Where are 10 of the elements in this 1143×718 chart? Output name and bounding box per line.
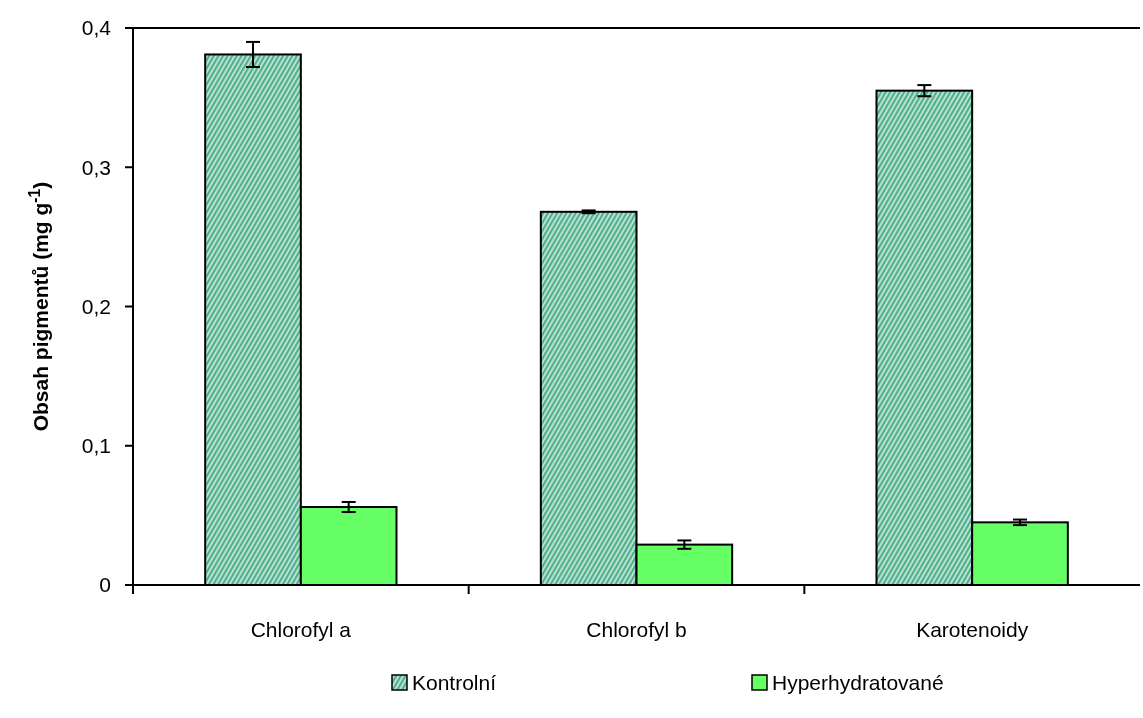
y-tick-label: 0,4 xyxy=(81,16,112,40)
legend-label: Hyperhydratované xyxy=(772,671,944,694)
legend-label: Kontrolní xyxy=(412,671,497,694)
x-tick-label: Karotenoidy xyxy=(916,618,1029,641)
y-tick-label: 0,1 xyxy=(81,434,111,458)
y-tick-label: 0,2 xyxy=(81,294,111,318)
y-tick-label: 0,3 xyxy=(81,155,111,179)
y-tick-label: 0 xyxy=(99,573,111,597)
x-tick-label: Chlorofyl b xyxy=(586,618,687,641)
x-tick-label: Chlorofyl a xyxy=(250,618,352,641)
